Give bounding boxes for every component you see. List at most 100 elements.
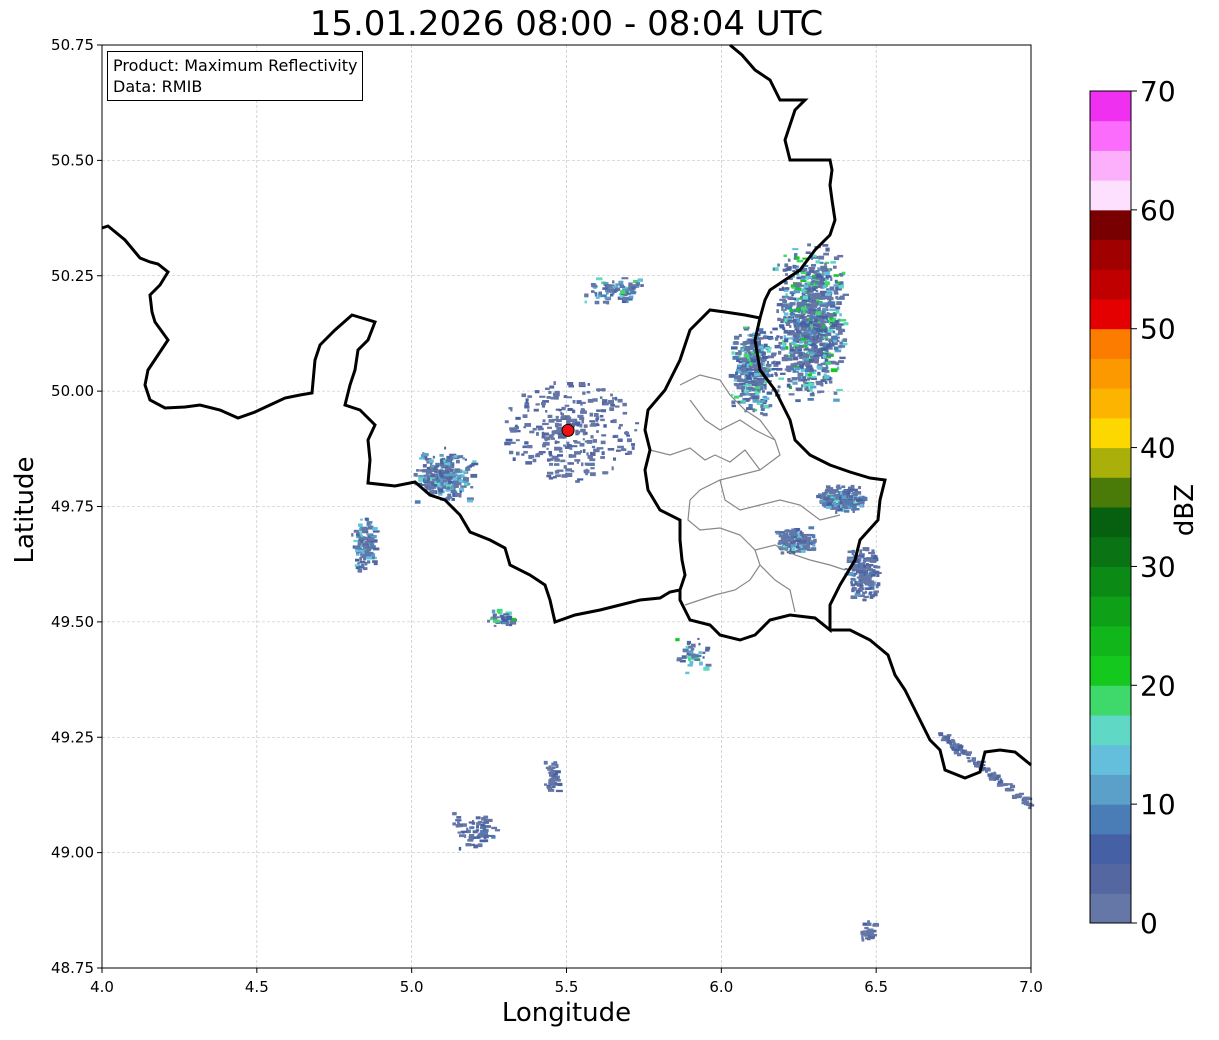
echo-pixel (838, 329, 846, 333)
echo-pixel (854, 581, 858, 585)
echo-pixel (582, 391, 586, 395)
echo-pixel (551, 432, 555, 436)
echo-pixel (795, 387, 803, 391)
echo-pixel (453, 484, 459, 488)
echo-pixel (589, 424, 597, 427)
echo-pixel (753, 370, 760, 373)
echo-pixel (734, 376, 742, 380)
echo-pixel (796, 361, 800, 364)
echo-pixel (584, 300, 587, 304)
echo-pixel (432, 485, 436, 489)
echo-pixel (870, 933, 875, 937)
echo-pixel (797, 314, 805, 317)
echo-pixel (819, 261, 824, 264)
echo-pixel (812, 270, 818, 274)
echo-pixel (466, 497, 474, 501)
echo-pixel (786, 355, 793, 359)
echo-pixel (853, 501, 857, 504)
echo-pixel (522, 414, 528, 418)
echo-pixel (815, 260, 821, 264)
echo-pixel (841, 495, 847, 500)
echo-pixel (791, 547, 796, 552)
echo-pixel (480, 829, 488, 834)
echo-pixel (868, 551, 875, 555)
echo-pixel (758, 328, 764, 332)
echo-pixel (834, 349, 842, 353)
echo-pixel (805, 373, 813, 377)
echo-pixel (805, 264, 809, 268)
echo-pixel (552, 418, 559, 421)
echo-pixel (802, 356, 807, 361)
echo-pixel (821, 347, 826, 351)
echo-pixel (754, 390, 758, 394)
echo-pixel (799, 340, 805, 343)
echo-pixel (560, 411, 563, 415)
echo-pixel (1026, 797, 1033, 801)
echo-pixel (789, 312, 796, 316)
echo-pixel (864, 582, 870, 586)
echo-pixel (420, 454, 425, 458)
echo-pixel (577, 478, 584, 481)
colorbar-segment (1090, 507, 1131, 538)
echo-pixel (788, 542, 796, 545)
echo-pixel (806, 305, 814, 309)
echo-pixel (850, 577, 856, 581)
echo-pixel (758, 345, 765, 349)
echo-pixel (627, 450, 633, 455)
echo-pixel (607, 448, 615, 451)
echo-pixel (728, 373, 735, 378)
colorbar-segment (1090, 833, 1131, 865)
echo-pixel (541, 431, 545, 436)
echo-pixel (783, 536, 787, 540)
echo-pixel (791, 377, 798, 381)
echo-pixel (736, 378, 740, 382)
echo-pixel (456, 816, 462, 819)
colorbar-tick-label: 30 (1140, 550, 1176, 583)
echo-pixel (824, 359, 829, 363)
echo-pixel (783, 289, 789, 292)
echo-pixel (816, 323, 820, 328)
echo-pixel (794, 346, 798, 351)
echo-pixel (788, 379, 793, 383)
echo-pixel (858, 574, 862, 578)
echo-pixel (772, 268, 775, 271)
echo-pixel (466, 827, 469, 832)
echo-pixel (841, 271, 846, 276)
echo-pixel (800, 271, 807, 275)
echo-pixel (738, 333, 742, 338)
echo-pixel (818, 301, 823, 304)
echo-pixel (555, 474, 561, 478)
echo-pixel (806, 277, 809, 281)
echo-pixel (804, 341, 810, 345)
echo-pixel (789, 343, 792, 348)
echo-pixel (804, 346, 809, 350)
echo-pixel (478, 834, 482, 839)
echo-pixel (440, 481, 445, 484)
echo-pixel (442, 480, 448, 483)
echo-pixel (550, 437, 555, 440)
echo-pixel (833, 342, 838, 346)
echo-pixel (750, 346, 753, 351)
echo-pixel (750, 395, 754, 399)
echo-pixel (596, 447, 604, 450)
echo-pixel (580, 428, 586, 433)
echo-pixel (738, 379, 745, 383)
echo-pixel (814, 359, 819, 364)
echo-pixel (793, 321, 800, 326)
gridlines (101, 44, 1032, 969)
echo-pixel (801, 344, 804, 349)
echo-pixel (451, 498, 455, 501)
echo-pixel (515, 416, 521, 420)
echo-pixel (440, 482, 448, 486)
echo-pixel (828, 268, 831, 271)
echo-pixel (788, 330, 795, 333)
echo-pixel (353, 529, 359, 533)
y-tick-label: 50.50 (51, 151, 94, 169)
echo-pixel (836, 336, 840, 339)
x-tick-label: 6.5 (864, 978, 888, 996)
echo-pixel (466, 829, 471, 834)
echo-pixel (551, 785, 556, 789)
echo-pixel (600, 456, 605, 459)
echo-pixel (854, 592, 861, 597)
echo-pixel (450, 456, 454, 461)
